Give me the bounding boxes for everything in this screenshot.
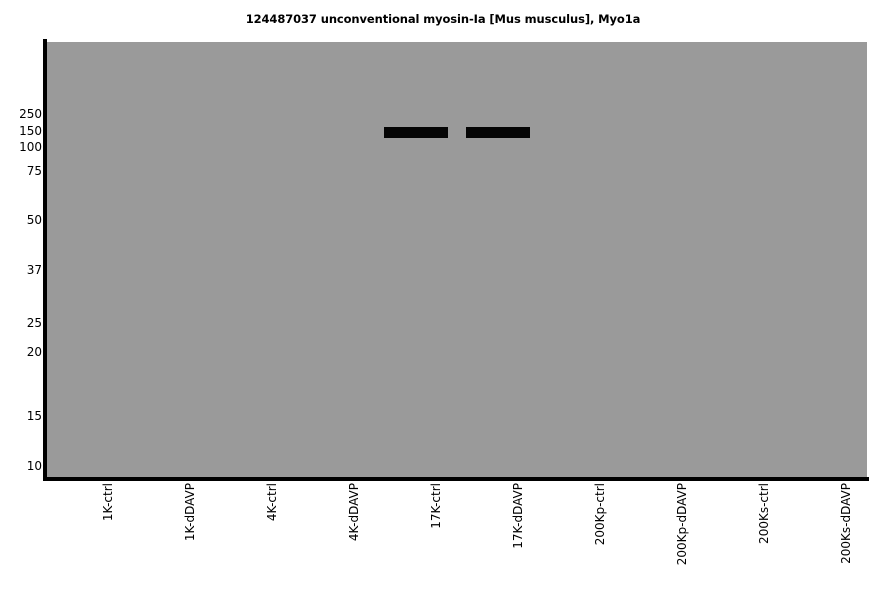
lane-label-text: 200Ks-ctrl	[757, 483, 771, 544]
lane-label-200kp-ddavp: 200Kp-dDAVP	[675, 483, 689, 566]
protein-band	[384, 127, 448, 138]
figure-title: 124487037 unconventional myosin-Ia [Mus …	[245, 12, 641, 26]
y-axis-tick-labels: 250 150 100 75 50 37 25 20 15 10	[0, 0, 42, 595]
lane-label-200ks-ctrl: 200Ks-ctrl	[757, 483, 771, 544]
lane-label-text: 17K-dDAVP	[511, 483, 525, 549]
lane-label-1k-ctrl: 1K-ctrl	[101, 483, 115, 522]
lane-label-text: 200Kp-dDAVP	[675, 483, 689, 566]
lane-label-text: 4K-ctrl	[265, 483, 279, 522]
y-axis-tick-label: 25	[26, 316, 42, 330]
lane-label-text: 200Kp-ctrl	[593, 483, 607, 546]
lane-label-1k-ddavp: 1K-dDAVP	[183, 483, 197, 542]
lane-label-text: 1K-dDAVP	[183, 483, 197, 542]
y-axis-spine	[43, 39, 47, 481]
y-axis-tick-label: 150	[19, 124, 42, 138]
lane-label-17k-ctrl: 17K-ctrl	[429, 483, 443, 529]
y-axis-tick-label: 37	[26, 263, 42, 277]
lane-label-17k-ddavp: 17K-dDAVP	[511, 483, 525, 549]
y-axis-tick-label: 50	[26, 213, 42, 227]
lane-label-text: 4K-dDAVP	[347, 483, 361, 542]
lane-label-200ks-ddavp: 200Ks-dDAVP	[839, 483, 853, 564]
y-axis-tick-label: 10	[26, 459, 42, 473]
y-axis-tick-label: 20	[26, 345, 42, 359]
protein-band	[466, 127, 530, 138]
lane-label-text: 200Ks-dDAVP	[839, 483, 853, 564]
y-axis-tick-label: 250	[19, 107, 42, 121]
y-axis-tick-label: 100	[19, 140, 42, 154]
lane-label-text: 17K-ctrl	[429, 483, 443, 529]
lane-label-4k-ddavp: 4K-dDAVP	[347, 483, 361, 542]
lane-label-text: 1K-ctrl	[101, 483, 115, 522]
gel-plot-area	[47, 42, 867, 478]
x-axis-spine	[43, 477, 869, 481]
lane-label-200kp-ctrl: 200Kp-ctrl	[593, 483, 607, 546]
y-axis-tick-label: 75	[26, 164, 42, 178]
y-axis-tick-label: 15	[26, 409, 42, 423]
lane-label-4k-ctrl: 4K-ctrl	[265, 483, 279, 522]
